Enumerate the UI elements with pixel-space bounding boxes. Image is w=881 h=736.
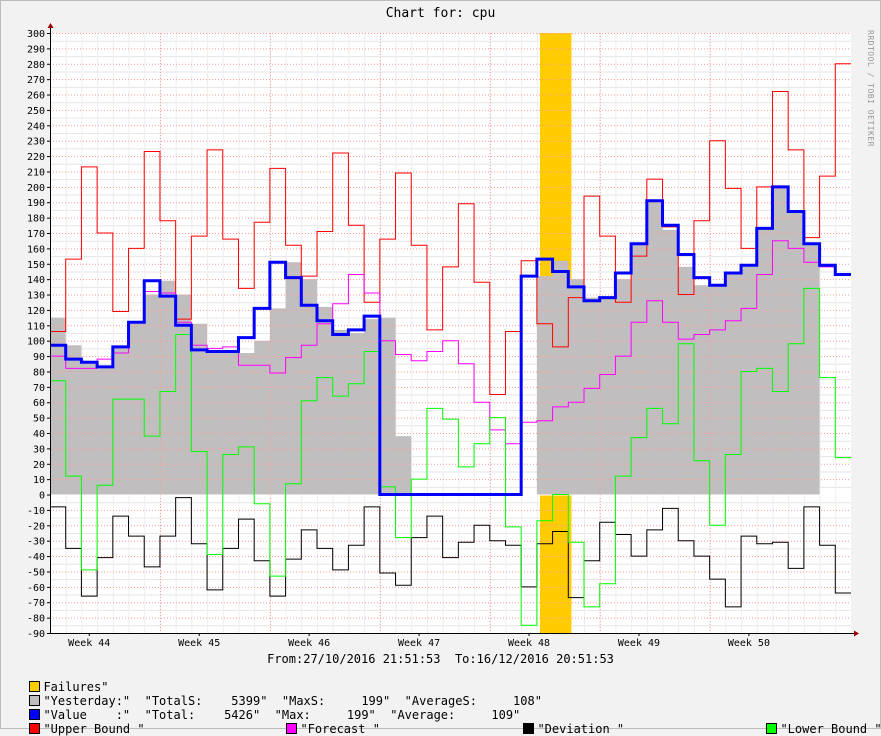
y-tick-label: -50 [27,567,45,578]
y-tick-label: -90 [27,629,45,640]
y-tick-label: 190 [27,198,45,209]
legend-forecast: "Forecast " [272,708,380,736]
legend-upper-bound-text: "Upper Bound " [43,722,145,736]
series-deviation-line [50,497,851,608]
legend-failures-text: Failures" [43,680,109,694]
legend-yesterday-swatch [29,695,41,706]
x-tick-label: Week 45 [178,638,220,649]
y-tick-label: 50 [33,414,45,425]
y-tick-label: -60 [27,583,45,594]
legend-upper-bound: "Upper Bound " [15,708,145,736]
legend-value-text: "Value :" "Total: 5426" "Max: 199" "Aver… [43,708,521,722]
y-tick-label: 280 [27,60,45,71]
y-tick-label: 40 [33,429,45,440]
y-tick-label: -40 [27,552,45,563]
x-tick-label: Week 50 [728,638,770,649]
legend-lower-bound-text: "Lower Bound " [780,722,881,736]
x-tick-label: Week 46 [288,638,330,649]
y-tick-label: 290 [27,44,45,55]
y-tick-label: -20 [27,521,45,532]
y-tick-label: -80 [27,614,45,625]
y-tick-label: 110 [27,321,45,332]
y-tick-label: 30 [33,444,45,455]
y-tick-label: 180 [27,214,45,225]
legend-value-swatch [29,709,41,720]
legend-yesterday-text: "Yesterday:" "TotalS: 5399" "MaxS: 199" … [43,694,542,708]
y-tick-label: 220 [27,152,45,163]
y-tick-label: 10 [33,475,45,486]
legend-forecast-text: "Forecast " [300,722,380,736]
y-tick-label: 60 [33,398,45,409]
y-tick-label: 20 [33,460,45,471]
y-axis-arrow [47,23,54,28]
y-tick-label: 300 [27,29,45,40]
y-tick-label: 160 [27,244,45,255]
legend-yesterday: "Yesterday:" "TotalS: 5399" "MaxS: 199" … [15,680,542,708]
y-tick-label: 260 [27,91,45,102]
y-tick-label: 150 [27,260,45,271]
y-tick-label: 270 [27,75,45,86]
y-tick-label: 170 [27,229,45,240]
series-upper-bound-line [50,63,851,396]
y-tick-label: 130 [27,291,45,302]
chart-title: Chart for: cpu [385,6,496,21]
legend-failures: Failures" [15,666,108,694]
series-value-line [50,185,851,497]
legend-deviation-text: "Deviation " [537,722,625,736]
y-tick-label: 70 [33,383,45,394]
rrdtool-watermark: RRDTOOL / TOBI OETIKER [866,30,875,147]
y-tick-label: 90 [33,352,45,363]
legend-lower-bound: "Lower Bound " [752,708,881,736]
y-tick-label: 80 [33,367,45,378]
y-tick-label: 240 [27,121,45,132]
series-lower-bound-line [50,287,851,626]
time-range-label: From:27/10/2016 21:51:53 To:16/12/2016 2… [267,652,614,666]
x-axis-arrow [854,630,859,637]
y-tick-label: -10 [27,506,45,517]
y-tick-label: 0 [39,491,45,502]
y-tick-label: -70 [27,598,45,609]
legend-failures-swatch [29,681,41,692]
y-tick-label: 120 [27,306,45,317]
x-tick-label: Week 44 [68,638,110,649]
legend-deviation: "Deviation " [509,708,624,736]
x-tick-label: Week 48 [508,638,550,649]
y-tick-label: 210 [27,167,45,178]
y-tick-label: 250 [27,106,45,117]
y-tick-label: 140 [27,275,45,286]
legend-value: "Value :" "Total: 5426" "Max: 199" "Aver… [15,694,520,722]
y-tick-label: 230 [27,137,45,148]
y-tick-label: -30 [27,537,45,548]
x-tick-label: Week 49 [618,638,660,649]
y-tick-label: 200 [27,183,45,194]
x-tick-label: Week 47 [398,638,440,649]
y-tick-label: 100 [27,337,45,348]
